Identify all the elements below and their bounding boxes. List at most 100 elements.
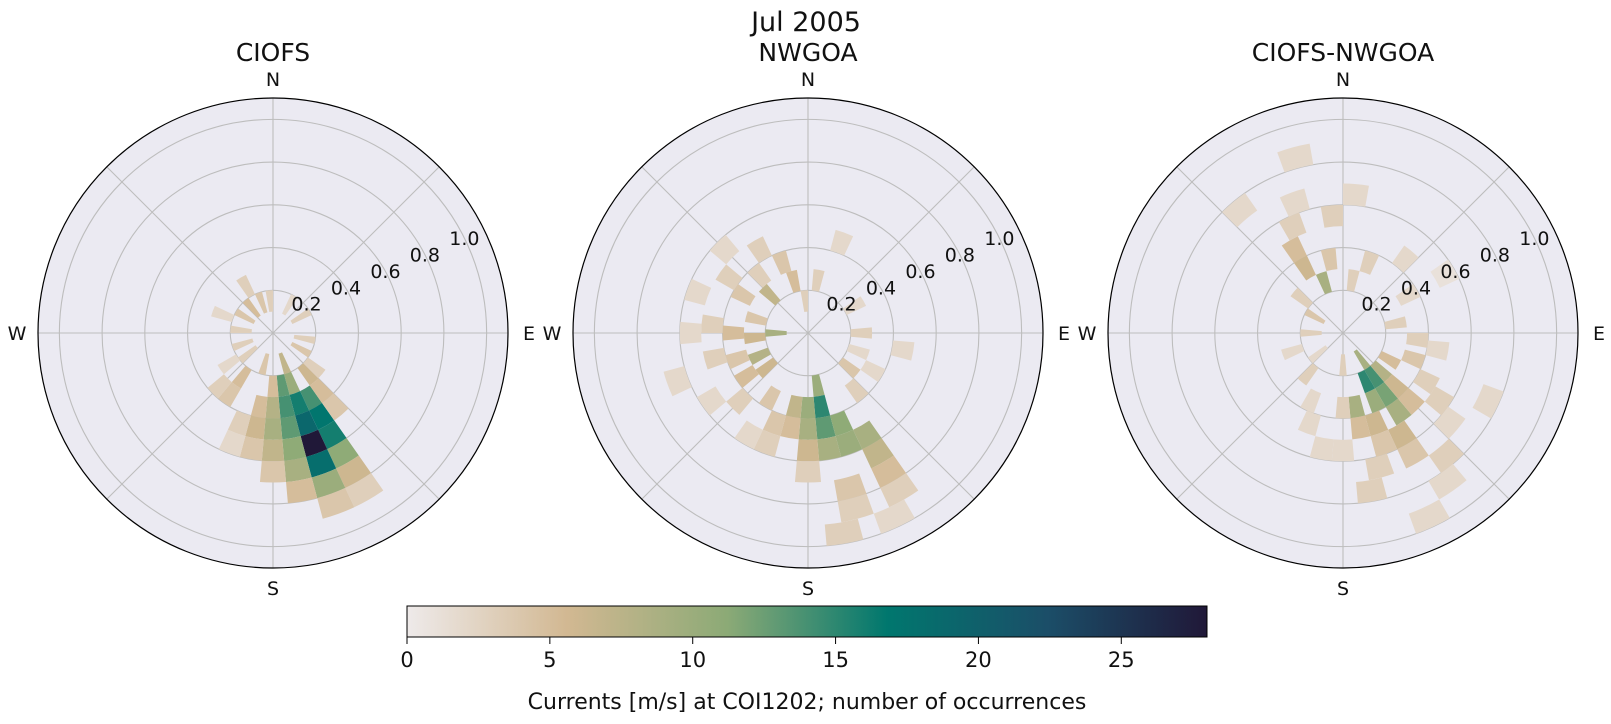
- colorbar-tick-label: 5: [543, 648, 556, 672]
- histogram-bin: [722, 325, 745, 341]
- histogram-bin: [284, 456, 312, 482]
- histogram-bin: [843, 296, 867, 315]
- colorbar: 0 5 10 15 20 25 Currents [m/s] at COI1202; nu…: [400, 605, 1208, 715]
- polar-frame: [37, 97, 509, 569]
- histogram-bin: [327, 438, 359, 469]
- histogram-bin: [798, 418, 818, 440]
- histogram-bin: [1397, 438, 1429, 469]
- histogram-bin: [780, 415, 801, 440]
- histogram-bin: [227, 410, 251, 437]
- histogram-bin: [1335, 396, 1351, 419]
- histogram-bin: [282, 294, 298, 316]
- histogram-bin: [758, 385, 781, 411]
- histogram-bin: [242, 297, 261, 318]
- colorbar-ticks: 0 5 10 15 20 25: [400, 637, 1135, 672]
- histogram-bin: [753, 429, 781, 457]
- histogram-bin: [265, 396, 281, 419]
- histogram-bin: [835, 429, 863, 457]
- histogram-bin: [1375, 382, 1398, 408]
- histogram-bin: [231, 338, 254, 352]
- histogram-bin: [1281, 236, 1307, 263]
- histogram-bin: [1388, 420, 1417, 450]
- histogram-bin: [278, 394, 296, 419]
- angular-gridline: [641, 332, 809, 500]
- histogram-bin: [730, 283, 756, 306]
- histogram-bin: [265, 290, 273, 312]
- radial-tick-label: 1.0: [449, 228, 479, 250]
- histogram-bin: [1279, 188, 1310, 217]
- histogram-bin: [1384, 316, 1407, 330]
- histogram-bin: [289, 391, 310, 416]
- histogram-bin: [306, 449, 337, 478]
- radial-tick-label: 0.4: [1401, 277, 1431, 299]
- histogram-bin: [322, 393, 349, 421]
- histogram-bin: [709, 234, 740, 265]
- histogram-bin: [1384, 374, 1409, 399]
- radial-tick-label: 0.6: [370, 261, 400, 283]
- histogram-bin: [862, 438, 894, 469]
- histogram-bin: [1320, 204, 1343, 228]
- radial-tick-label: 0.2: [291, 294, 321, 316]
- histogram-bin: [207, 374, 232, 399]
- radial-tick-label: 0.6: [1440, 261, 1470, 283]
- histogram-bin: [663, 366, 692, 397]
- histogram-bin: [846, 344, 870, 361]
- histogram-bin: [1348, 394, 1366, 419]
- histogram-bin: [303, 357, 326, 379]
- histogram-bin: [230, 325, 252, 333]
- histogram-bin: [1320, 247, 1338, 272]
- histogram-bin: [1408, 499, 1450, 534]
- colorbar-tick-label: 25: [1108, 648, 1135, 672]
- radial-tick-label: 0.8: [1480, 245, 1510, 267]
- histogram-bin: [796, 439, 820, 462]
- histogram-bin: [250, 394, 268, 419]
- histogram-bin: [715, 264, 743, 291]
- colorbar-tick-label: 10: [679, 648, 706, 672]
- histogram-bin: [217, 354, 241, 375]
- histogram-bin: [871, 455, 907, 488]
- histogram-bin: [309, 378, 334, 404]
- angular-gridline: [1176, 166, 1344, 334]
- angular-gridline: [807, 166, 975, 334]
- colorbar-gradient: [406, 605, 1208, 638]
- compass-label-n: N: [801, 69, 815, 91]
- histogram-bin: [1397, 387, 1425, 415]
- histogram-bin: [236, 274, 255, 298]
- histogram-bin: [1430, 259, 1460, 288]
- histogram-bin: [317, 487, 355, 519]
- histogram-bin: [237, 345, 258, 364]
- histogram-bin: [1297, 410, 1321, 437]
- subplot-title: CIOFS-NWGOA: [1252, 38, 1434, 67]
- histogram-bin: [290, 342, 312, 358]
- histogram-bin: [258, 353, 270, 376]
- compass-label-w: W: [8, 323, 27, 345]
- histogram-bin: [1353, 349, 1371, 371]
- histogram-bin: [1365, 453, 1395, 481]
- radial-tick-label: 0.4: [866, 277, 896, 299]
- histogram-bin: [785, 394, 803, 419]
- angular-gridline: [106, 166, 274, 334]
- histogram-bin: [336, 455, 372, 488]
- histogram-bin: [733, 365, 759, 388]
- histogram-bin: [1290, 287, 1313, 309]
- histogram-bin: [1364, 388, 1386, 414]
- histogram-bin: [1307, 345, 1328, 364]
- histogram-bin: [853, 420, 882, 450]
- histogram-bin: [1278, 212, 1307, 241]
- histogram-bin: [743, 333, 766, 345]
- histogram-bin: [254, 291, 268, 314]
- histogram-bin: [1350, 415, 1371, 440]
- histogram-bin: [318, 420, 347, 450]
- histogram-bin: [725, 349, 750, 370]
- histogram-bin: [747, 347, 771, 366]
- histogram-bin: [1300, 329, 1322, 337]
- histogram-bin: [1378, 351, 1402, 370]
- histogram-bin: [830, 410, 854, 437]
- angular-gridline: [272, 332, 440, 500]
- angular-gridline: [1342, 332, 1510, 500]
- histogram-bin: [873, 499, 915, 534]
- compass-label-s: S: [802, 578, 814, 600]
- colorbar-label: Currents [m/s] at COI1202; number of occ…: [528, 690, 1087, 715]
- histogram-bin: [786, 269, 801, 293]
